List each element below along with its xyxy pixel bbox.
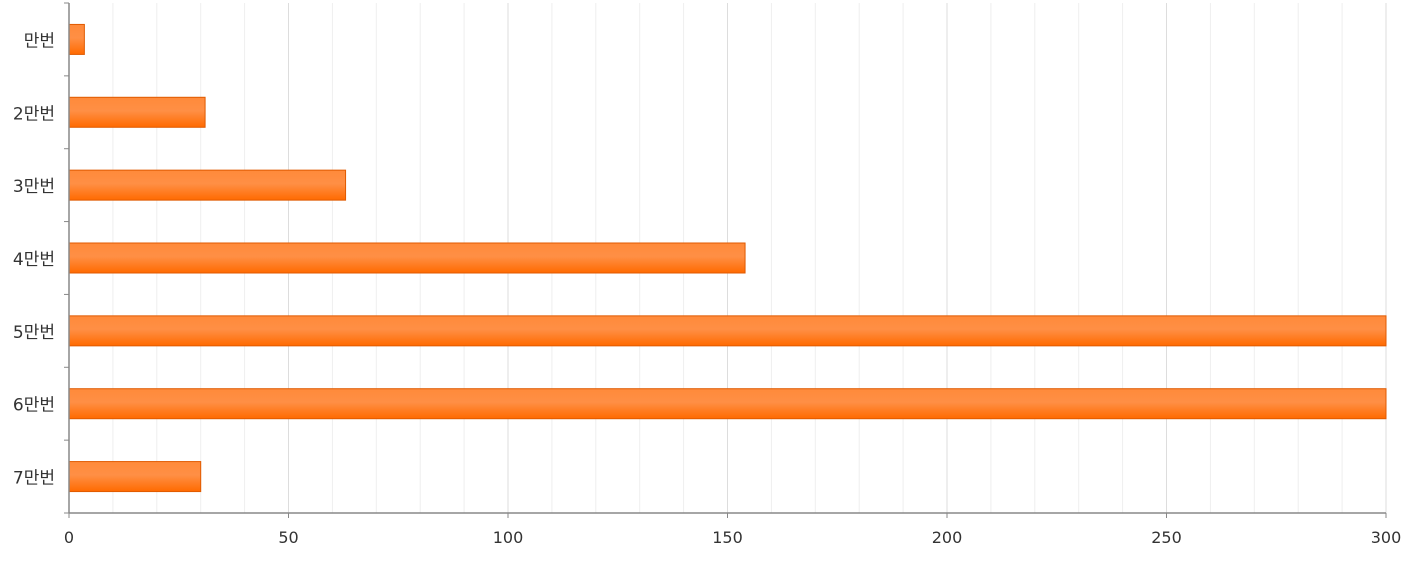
x-tick-label: 50 xyxy=(278,528,298,547)
x-tick-label: 150 xyxy=(712,528,743,547)
x-tick-label: 250 xyxy=(1151,528,1182,547)
x-tick-label: 0 xyxy=(64,528,74,547)
category-label: 만번 xyxy=(24,31,55,51)
x-tick-label: 200 xyxy=(932,528,963,547)
bar-2만번 xyxy=(68,96,206,128)
labels: 만번 2만번 3만번 4만번 5만번 6만번 7만번 0 50 100 150 200 250 300 xyxy=(13,31,1401,547)
category-label: 6만번 xyxy=(13,396,55,416)
bar-만번 xyxy=(68,23,85,55)
bar-6만번 xyxy=(68,388,1387,420)
bar-7만번 xyxy=(68,461,202,493)
bar-5만번 xyxy=(68,315,1387,347)
bar-3만번 xyxy=(68,169,347,201)
bar-4만번 xyxy=(68,242,746,274)
category-label: 5만번 xyxy=(13,323,55,343)
category-label: 2만번 xyxy=(13,104,55,124)
axes xyxy=(64,2,1387,518)
category-label: 7만번 xyxy=(13,469,55,489)
category-label: 4만번 xyxy=(13,250,55,270)
bars xyxy=(68,23,1387,493)
category-label: 3만번 xyxy=(13,177,55,197)
x-tick-label: 300 xyxy=(1371,528,1402,547)
x-tick-label: 100 xyxy=(493,528,524,547)
